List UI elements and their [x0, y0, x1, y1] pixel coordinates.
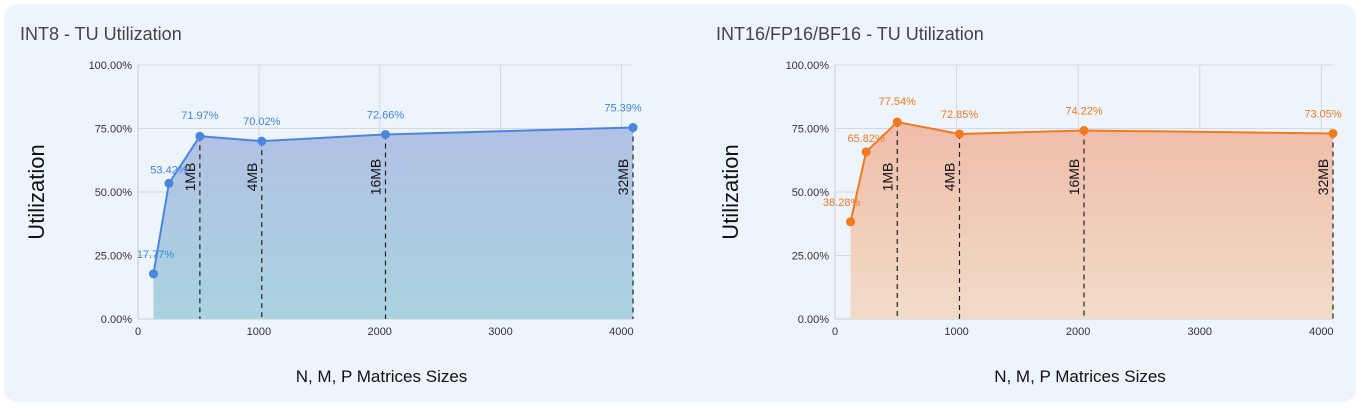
- x-tick-label: 2000: [367, 326, 391, 338]
- chart-title: INT16/FP16/BF16 - TU Utilization: [716, 24, 984, 44]
- x-tick-label: 2000: [1066, 326, 1090, 338]
- data-label: 17.77%: [137, 249, 175, 261]
- data-point: [164, 178, 174, 188]
- data-label: 77.54%: [879, 96, 917, 108]
- y-tick-label: 75.00%: [95, 124, 133, 136]
- x-tick-label: 3000: [1188, 326, 1212, 338]
- y-tick-label: 75.00%: [792, 124, 830, 136]
- x-axis-title: N, M, P Matrices Sizes: [296, 367, 468, 386]
- annotation-label: 4MB: [942, 163, 958, 192]
- annotation-label: 1MB: [879, 163, 895, 192]
- y-tick-label: 25.00%: [792, 251, 830, 263]
- data-point: [846, 217, 856, 227]
- data-point: [892, 117, 902, 127]
- y-tick-label: 0.00%: [798, 314, 829, 326]
- data-label: 72.66%: [367, 109, 405, 121]
- data-label: 38.28%: [823, 197, 861, 209]
- data-point: [195, 131, 205, 141]
- chart-title: INT8 - TU Utilization: [20, 24, 182, 44]
- data-point: [861, 147, 871, 157]
- data-label: 70.02%: [243, 116, 281, 128]
- data-point: [1079, 125, 1089, 135]
- data-label: 53.42%: [150, 164, 188, 176]
- data-point: [1328, 128, 1338, 138]
- annotation-label: 4MB: [244, 163, 260, 192]
- x-tick-label: 4000: [1309, 326, 1333, 338]
- y-tick-label: 25.00%: [95, 251, 133, 263]
- y-tick-label: 100.00%: [786, 60, 830, 72]
- chart-panel-int16: INT16/FP16/BF16 - TU Utilization 0.00% 25…: [700, 4, 1356, 402]
- annotation-label: 16MB: [368, 159, 384, 196]
- chart-panel-int8: INT8 - TU Utilization 0.00% 25.00% 50.00% 7…: [4, 4, 684, 402]
- x-tick-label: 4000: [609, 326, 633, 338]
- annotation-label: 1MB: [182, 163, 198, 192]
- data-point: [381, 129, 390, 139]
- series-area: [850, 122, 1333, 319]
- x-tick-label: 0: [832, 326, 838, 338]
- series-line: [849, 120, 1334, 222]
- data-label: 65.82%: [847, 133, 885, 145]
- series-area: [153, 127, 633, 319]
- chart-svg: 0.00% 25.00% 50.00% 75.00% 100.00% 0 1000 2000 3…: [718, 60, 1342, 386]
- chart-card: INT8 - TU Utilization 0.00% 25.00% 50.00% 7…: [4, 4, 1356, 402]
- data-point: [257, 136, 267, 146]
- data-label: 75.39%: [604, 103, 642, 115]
- x-tick-label: 3000: [488, 326, 512, 338]
- data-point: [955, 129, 964, 139]
- x-axis-title: N, M, P Matrices Sizes: [994, 367, 1166, 386]
- chart-svg: 0.00% 25.00% 50.00% 75.00% 100.00% 0 1000 2000 3…: [24, 60, 642, 386]
- y-axis-title: Utilization: [718, 144, 743, 239]
- annotation-label: 32MB: [1315, 159, 1331, 196]
- annotation-label: 16MB: [1066, 159, 1082, 196]
- data-label: 73.05%: [1304, 108, 1342, 120]
- data-label: 74.22%: [1065, 105, 1103, 117]
- y-axis-title: Utilization: [24, 144, 49, 239]
- y-tick-label: 50.00%: [95, 187, 133, 199]
- data-label: 71.97%: [181, 110, 219, 122]
- y-tick-label: 50.00%: [792, 187, 830, 199]
- x-tick-label: 0: [135, 326, 141, 338]
- y-tick-label: 100.00%: [89, 60, 133, 72]
- x-tick-label: 1000: [944, 326, 968, 338]
- data-point: [148, 269, 158, 279]
- series-line: [152, 126, 634, 275]
- y-tick-label: 0.00%: [101, 314, 132, 326]
- annotation-label: 32MB: [615, 159, 631, 196]
- data-point: [628, 123, 638, 133]
- data-label: 72.85%: [941, 109, 979, 121]
- x-tick-label: 1000: [247, 326, 271, 338]
